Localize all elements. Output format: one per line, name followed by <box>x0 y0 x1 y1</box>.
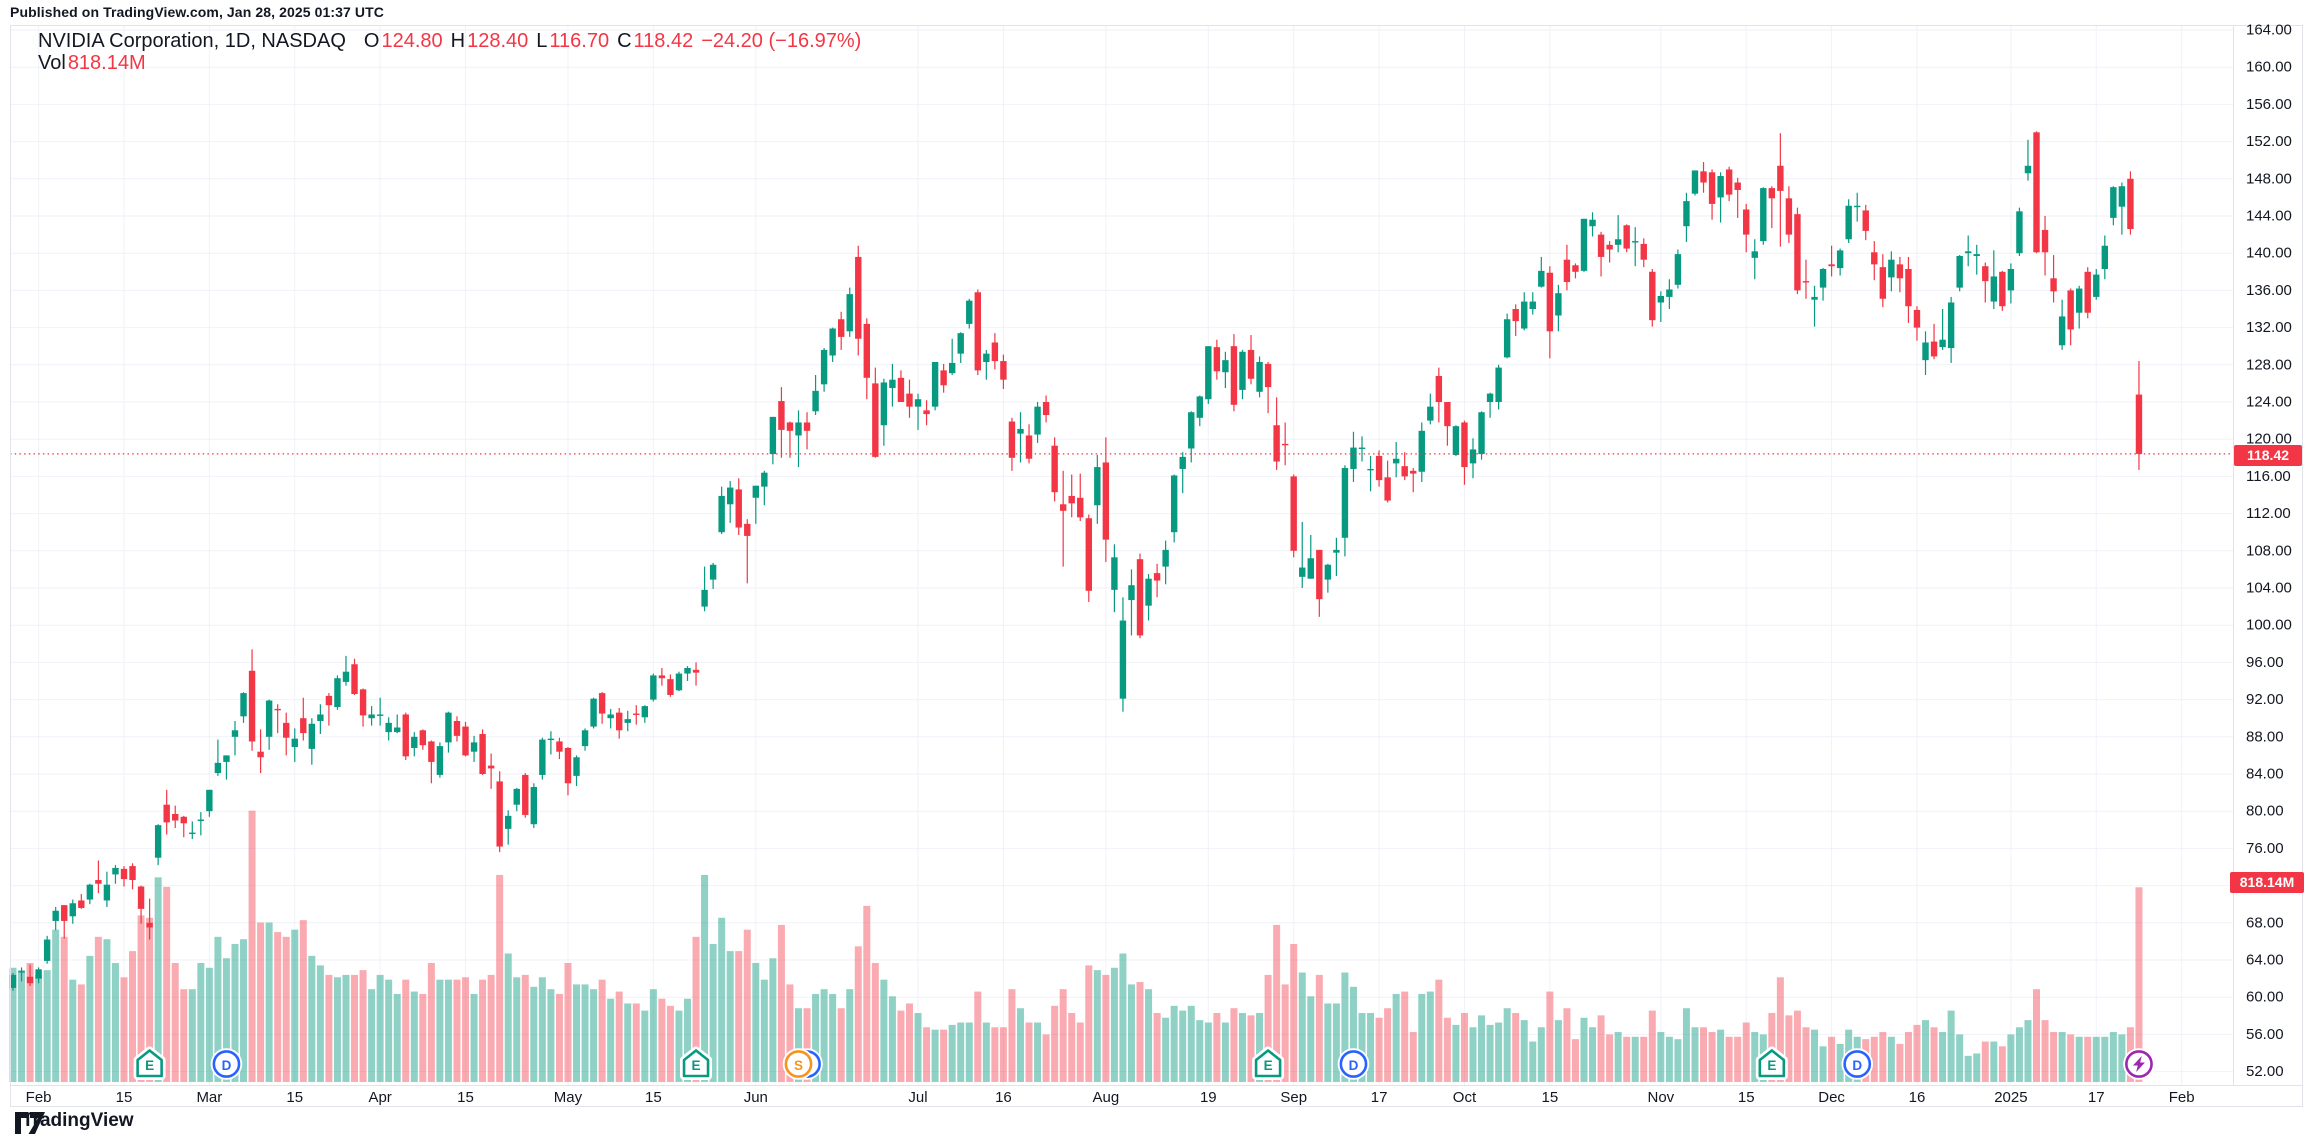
svg-text:Sep: Sep <box>1280 1089 1307 1106</box>
svg-text:160.00: 160.00 <box>2246 59 2292 76</box>
svg-text:136.00: 136.00 <box>2246 282 2292 299</box>
svg-text:56.00: 56.00 <box>2246 1026 2284 1043</box>
svg-text:76.00: 76.00 <box>2246 840 2284 857</box>
svg-text:92.00: 92.00 <box>2246 691 2284 708</box>
svg-text:80.00: 80.00 <box>2246 803 2284 820</box>
svg-text:152.00: 152.00 <box>2246 133 2292 150</box>
svg-text:15: 15 <box>1541 1089 1558 1106</box>
svg-text:Jun: Jun <box>744 1089 768 1106</box>
svg-text:15: 15 <box>286 1089 303 1106</box>
legend-volume-row: Vol 818.14M <box>38 52 861 74</box>
svg-text:108.00: 108.00 <box>2246 542 2292 559</box>
chart-frame-borders <box>10 25 2303 1107</box>
svg-text:D: D <box>222 1058 232 1073</box>
svg-text:124.00: 124.00 <box>2246 394 2292 411</box>
svg-text:84.00: 84.00 <box>2246 766 2284 783</box>
svg-text:17: 17 <box>1371 1089 1388 1106</box>
svg-text:Mar: Mar <box>196 1089 222 1106</box>
svg-text:Dec: Dec <box>1818 1089 1845 1106</box>
tradingview-logo-text: TradingView <box>22 1110 134 1131</box>
low-label: L <box>536 30 548 52</box>
symbol-legend: NVIDIA Corporation, 1D, NASDAQ O 124.80 H 12… <box>38 30 861 74</box>
footer-branding[interactable]: TradingView <box>14 1110 134 1134</box>
svg-text:15: 15 <box>645 1089 662 1106</box>
svg-text:17: 17 <box>2088 1089 2105 1106</box>
svg-text:D: D <box>1349 1058 1359 1073</box>
svg-text:88.00: 88.00 <box>2246 728 2284 745</box>
svg-text:E: E <box>1767 1058 1776 1073</box>
svg-text:E: E <box>692 1058 701 1073</box>
legend-ohlc-row: NVIDIA Corporation, 1D, NASDAQ O 124.80 H 12… <box>38 30 861 52</box>
svg-text:Feb: Feb <box>26 1089 52 1106</box>
svg-text:164.00: 164.00 <box>2246 22 2292 39</box>
svg-text:156.00: 156.00 <box>2246 96 2292 113</box>
svg-text:Oct: Oct <box>1453 1089 1477 1106</box>
published-header: Published on TradingView.com, Jan 28, 20… <box>10 4 384 20</box>
svg-text:15: 15 <box>116 1089 133 1106</box>
svg-text:16: 16 <box>995 1089 1012 1106</box>
symbol-title[interactable]: NVIDIA Corporation, 1D, NASDAQ <box>38 30 346 52</box>
svg-text:96.00: 96.00 <box>2246 654 2284 671</box>
svg-text:112.00: 112.00 <box>2246 505 2291 522</box>
svg-text:Jul: Jul <box>908 1089 927 1106</box>
svg-text:19: 19 <box>1200 1089 1217 1106</box>
last-price-tag: 118.42 <box>2234 445 2302 466</box>
svg-text:120.00: 120.00 <box>2246 431 2292 448</box>
open-value: 124.80 <box>381 30 443 52</box>
svg-text:128.00: 128.00 <box>2246 356 2292 373</box>
last-volume-tag: 818.14M <box>2230 872 2304 893</box>
svg-text:S: S <box>794 1058 803 1073</box>
open-label: O <box>363 30 380 52</box>
svg-text:64.00: 64.00 <box>2246 952 2284 969</box>
svg-text:68.00: 68.00 <box>2246 914 2284 931</box>
candlesticks <box>9 131 2143 991</box>
svg-text:E: E <box>1264 1058 1273 1073</box>
svg-text:15: 15 <box>457 1089 474 1106</box>
low-value: 116.70 <box>549 30 610 52</box>
svg-text:116.00: 116.00 <box>2246 468 2291 485</box>
svg-text:2025: 2025 <box>1994 1089 2027 1106</box>
svg-text:Aug: Aug <box>1093 1089 1120 1106</box>
svg-text:52.00: 52.00 <box>2246 1063 2284 1080</box>
svg-text:E: E <box>145 1058 154 1073</box>
svg-text:104.00: 104.00 <box>2246 580 2292 597</box>
svg-text:May: May <box>554 1089 583 1106</box>
svg-text:Apr: Apr <box>368 1089 391 1106</box>
close-label: C <box>617 30 632 52</box>
event-markers[interactable]: EDEDSEDED <box>133 1046 2155 1080</box>
svg-text:100.00: 100.00 <box>2246 617 2292 634</box>
svg-text:15: 15 <box>1738 1089 1755 1106</box>
svg-text:Feb: Feb <box>2169 1089 2195 1106</box>
change-value: −24.20 (−16.97%) <box>701 30 862 52</box>
date-axis-labels[interactable]: Feb 15 Mar 15 Apr 15 May 15 Jun Jul 16 Aug 19 Sep 17 Oc… <box>26 1089 2195 1106</box>
svg-text:144.00: 144.00 <box>2246 208 2292 225</box>
volume-value: 818.14M <box>67 52 146 74</box>
close-value: 118.42 <box>633 30 694 52</box>
price-axis-labels[interactable]: 164.00 160.00 156.00 152.00 148.00 144.00 140.… <box>2246 22 2292 1081</box>
svg-text:Nov: Nov <box>1647 1089 1674 1106</box>
high-label: H <box>450 30 466 52</box>
gridlines <box>10 25 2233 1085</box>
svg-text:D: D <box>1852 1058 1862 1073</box>
high-value: 128.40 <box>467 30 529 52</box>
svg-text:16: 16 <box>1909 1089 1926 1106</box>
svg-text:140.00: 140.00 <box>2246 245 2292 262</box>
svg-text:148.00: 148.00 <box>2246 170 2292 187</box>
volume-label: Vol <box>38 52 66 74</box>
svg-text:132.00: 132.00 <box>2246 319 2292 336</box>
svg-text:60.00: 60.00 <box>2246 989 2284 1006</box>
volume-bars <box>9 810 2143 1082</box>
